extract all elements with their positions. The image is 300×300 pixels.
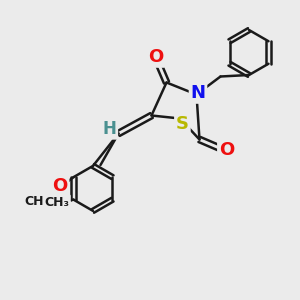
Text: N: N xyxy=(190,84,206,102)
Text: S: S xyxy=(176,115,189,133)
Text: O: O xyxy=(219,141,234,159)
Text: H: H xyxy=(103,120,116,138)
Text: O: O xyxy=(148,48,164,66)
Text: CH₃: CH₃ xyxy=(44,196,70,209)
Text: O: O xyxy=(48,192,63,210)
Text: O: O xyxy=(52,177,68,195)
Text: CH₃: CH₃ xyxy=(24,195,49,208)
